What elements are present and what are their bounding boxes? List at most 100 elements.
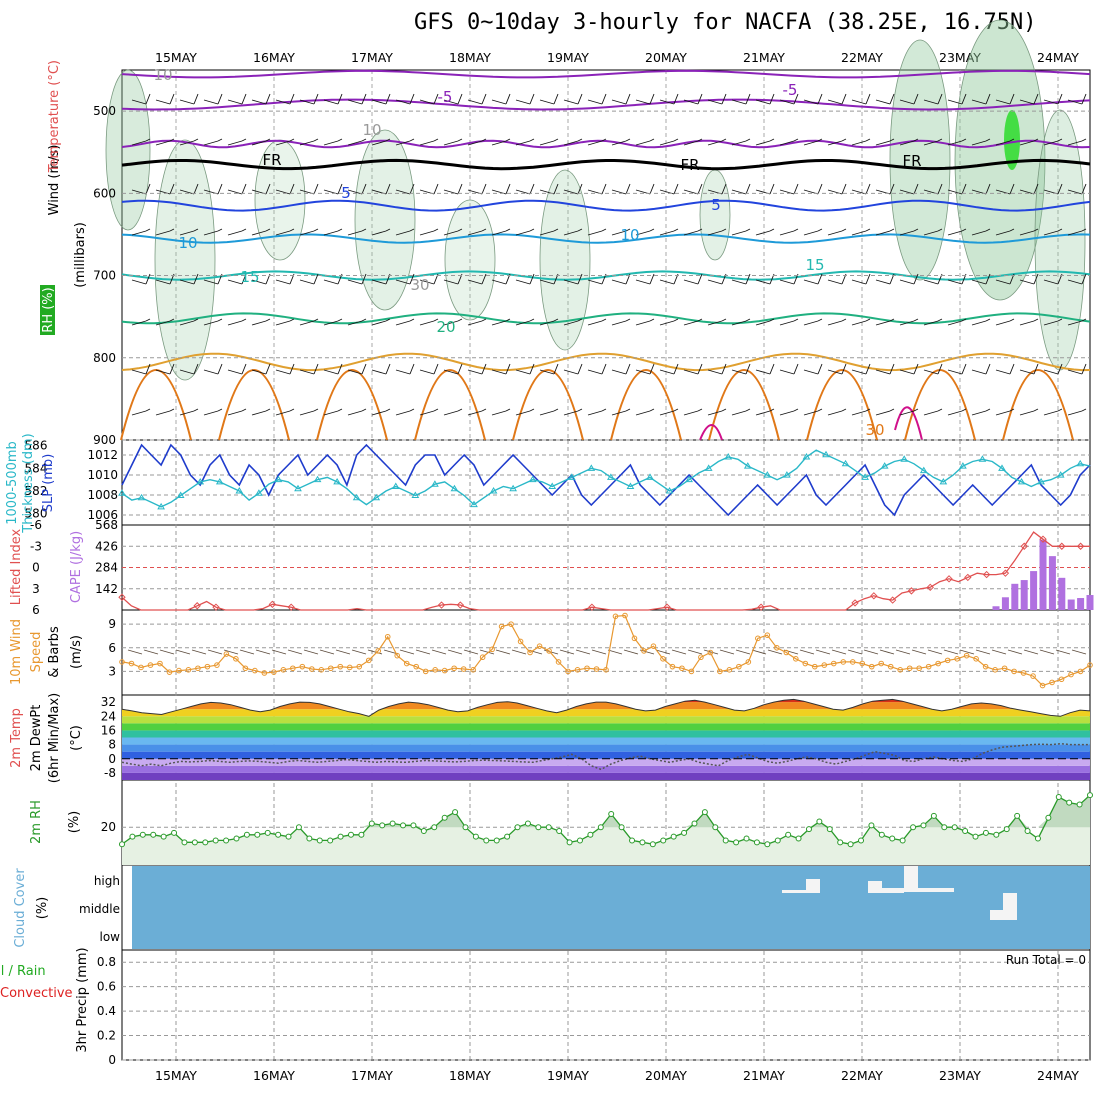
wind-barb bbox=[515, 410, 531, 416]
wind-barb-flag bbox=[745, 138, 751, 142]
wind-barb-flag bbox=[193, 363, 199, 375]
wind-barb-flag bbox=[673, 93, 679, 105]
rh-label: 2m RH bbox=[29, 800, 44, 844]
wind-speed-marker bbox=[631, 635, 638, 642]
wind-barb bbox=[515, 189, 531, 195]
wind-barb bbox=[251, 99, 267, 105]
precip-label-conv: Convective bbox=[0, 986, 73, 1001]
thickness-marker bbox=[626, 482, 635, 489]
wind-barb bbox=[395, 189, 411, 195]
wind-barb-flag bbox=[721, 228, 727, 232]
wind-speed-marker bbox=[119, 659, 125, 665]
rh-shading bbox=[889, 39, 951, 281]
wind-speed-marker bbox=[384, 633, 391, 640]
wind-barb bbox=[635, 279, 651, 285]
wind10-barb bbox=[479, 649, 495, 655]
wind-barb-flag bbox=[865, 408, 871, 412]
temp-band bbox=[122, 758, 1090, 766]
wind-barb bbox=[1043, 410, 1059, 416]
wind-barb bbox=[491, 140, 507, 146]
wind-speed-marker bbox=[365, 657, 372, 664]
wind-speed-marker bbox=[1001, 665, 1008, 672]
wind-barb-flag bbox=[409, 138, 415, 142]
rh-marker bbox=[504, 833, 511, 840]
wind-barb bbox=[779, 230, 795, 236]
wind-barb-flag bbox=[865, 318, 871, 322]
wind-barb bbox=[611, 320, 627, 326]
rh-marker bbox=[899, 837, 906, 844]
thickness-marker bbox=[959, 462, 967, 469]
wind-barb-flag bbox=[457, 183, 463, 195]
wind-barb-flag bbox=[889, 93, 895, 105]
wind-barb-flag bbox=[793, 318, 799, 322]
cloud-bar bbox=[806, 879, 820, 893]
rh-marker bbox=[139, 831, 146, 838]
wind-barb bbox=[635, 320, 651, 326]
wind-barb bbox=[491, 99, 507, 105]
wind-barb bbox=[131, 369, 147, 375]
rh-marker bbox=[576, 837, 583, 844]
isotherm-20 bbox=[121, 312, 1091, 325]
thickness-marker bbox=[685, 475, 693, 483]
wind-barb bbox=[971, 369, 987, 375]
wind-barb bbox=[611, 189, 627, 195]
wind-barb bbox=[155, 369, 171, 375]
wind-speed-marker bbox=[394, 652, 401, 659]
thickness-marker bbox=[822, 450, 830, 458]
temp-band bbox=[122, 744, 1090, 752]
thickness-marker bbox=[313, 475, 322, 483]
thickness-marker bbox=[470, 500, 478, 508]
wind-barb bbox=[851, 230, 867, 236]
rh-marker bbox=[962, 828, 969, 834]
wind-barb-flag bbox=[817, 228, 823, 232]
wind-barb bbox=[707, 410, 723, 416]
wind-barb bbox=[683, 140, 699, 146]
date-label-top: 22MAY bbox=[841, 50, 883, 65]
rh-marker bbox=[254, 831, 261, 838]
wind-barb-flag bbox=[553, 93, 559, 105]
thickness-marker bbox=[372, 493, 381, 501]
wind-barb-flag bbox=[1009, 138, 1015, 142]
wind-speed-marker bbox=[1068, 671, 1074, 678]
wind-speed-marker bbox=[669, 663, 676, 670]
wind-barb-flag bbox=[769, 93, 775, 105]
wind-barb bbox=[659, 279, 675, 285]
rh-marker bbox=[1014, 812, 1021, 819]
wind-barb-flag bbox=[889, 183, 895, 195]
wind-speed-marker bbox=[422, 668, 429, 675]
wind10-barb bbox=[159, 649, 175, 655]
rh-marker bbox=[119, 841, 125, 848]
wind-barb bbox=[491, 230, 507, 236]
wind10-barb bbox=[303, 649, 319, 655]
wind-barb-flag bbox=[673, 228, 679, 232]
wind-barb bbox=[779, 99, 795, 105]
precip-unit-label: 3hr Precip (mm) bbox=[75, 947, 90, 1052]
wind10-barb bbox=[1055, 649, 1071, 655]
wind-barb bbox=[1043, 320, 1059, 326]
wind-barb-flag bbox=[265, 93, 271, 105]
wind-barb bbox=[419, 369, 435, 375]
wind-barb-flag bbox=[481, 93, 487, 105]
wind-barb bbox=[1067, 369, 1083, 375]
wind-barb bbox=[731, 189, 747, 195]
thickness-marker bbox=[431, 480, 439, 487]
wind-barb bbox=[203, 410, 219, 416]
rh-marker bbox=[712, 824, 719, 831]
cloud-bar bbox=[990, 910, 1004, 920]
thickness-marker bbox=[802, 453, 811, 460]
wind-barb-flag bbox=[241, 363, 247, 375]
wind-barb-flag bbox=[961, 183, 967, 195]
wind-barb bbox=[491, 279, 507, 285]
wind10-barb bbox=[559, 649, 575, 655]
wind-barb bbox=[1019, 279, 1035, 285]
wind-barb-flag bbox=[169, 183, 175, 195]
wind-barb bbox=[755, 99, 771, 105]
li-marker bbox=[268, 600, 277, 609]
li-marker bbox=[437, 601, 446, 609]
wind10-label-4: (m/s) bbox=[69, 635, 84, 669]
wind-barb-flag bbox=[697, 183, 703, 195]
wind-barb-flag bbox=[1081, 183, 1087, 195]
contour-label: 5 bbox=[341, 184, 351, 202]
cloud-bar bbox=[918, 888, 954, 892]
wind-speed-marker bbox=[403, 660, 410, 667]
